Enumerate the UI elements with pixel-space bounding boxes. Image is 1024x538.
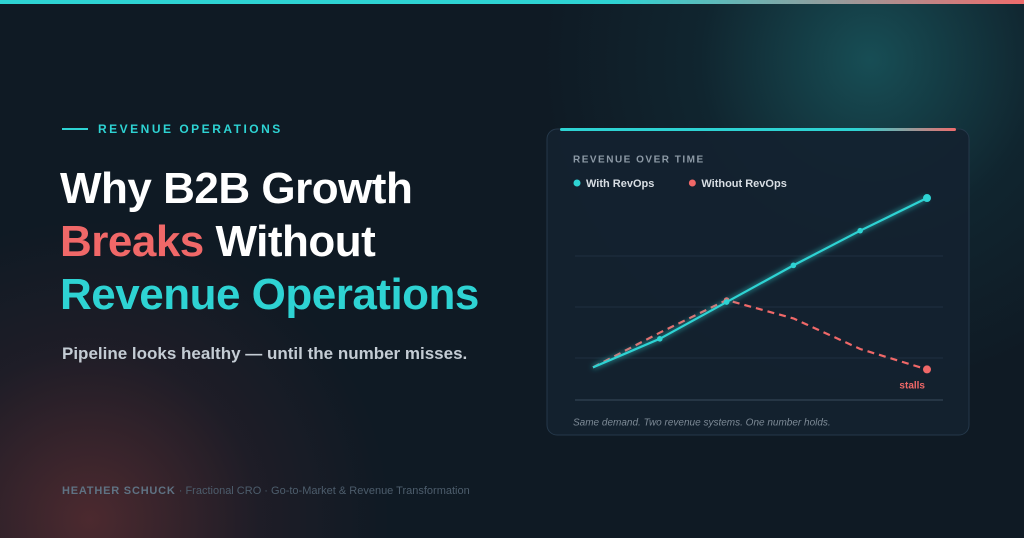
legend-label: With RevOps bbox=[586, 178, 654, 190]
point bbox=[723, 299, 730, 305]
card-accent bbox=[560, 128, 956, 131]
series-line bbox=[592, 197, 928, 369]
headline-line: Revenue Operations bbox=[60, 270, 479, 319]
legend-label: Without RevOps bbox=[701, 178, 786, 190]
point bbox=[790, 262, 797, 269]
caption: Same demand. Two revenue systems. One nu… bbox=[573, 418, 831, 429]
point bbox=[857, 227, 863, 234]
legend-swatch bbox=[688, 179, 696, 187]
headline-line: Breaks Without bbox=[60, 215, 479, 268]
top-accent bbox=[0, 0, 1024, 4]
author: HEATHER SCHUCK bbox=[62, 485, 176, 497]
headline-line: Why B2B Growth bbox=[60, 164, 413, 213]
legend-swatch bbox=[573, 179, 581, 187]
highlight: Breaks bbox=[60, 217, 204, 266]
eyebrow: REVENUE OPERATIONS bbox=[62, 122, 283, 136]
tagline: · Fractional CRO · Go-to-Market & Revenu… bbox=[178, 485, 470, 497]
series-line bbox=[592, 298, 928, 371]
headline-text: Without bbox=[215, 217, 376, 266]
headline: Why B2B Growth Breaks Without Revenue Op… bbox=[60, 162, 479, 321]
chart-title: REVENUE OVER TIME bbox=[573, 155, 705, 166]
point bbox=[657, 336, 663, 342]
subtitle: Pipeline looks healthy — until the numbe… bbox=[62, 344, 468, 363]
annotation: stalls bbox=[899, 381, 925, 392]
footer: HEATHER SCHUCK · Fractional CRO · Go-to-… bbox=[62, 485, 470, 497]
point bbox=[923, 194, 931, 203]
point bbox=[923, 365, 931, 374]
